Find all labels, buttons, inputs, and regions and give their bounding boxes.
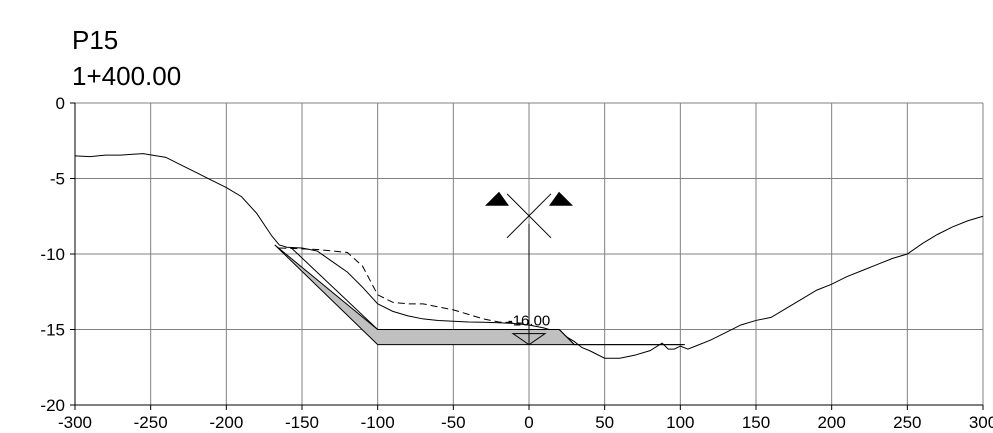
x-tick-label-4: -100 xyxy=(361,413,395,432)
y-tick-label-3: -15 xyxy=(40,321,65,340)
series-line-1 xyxy=(279,247,530,324)
x-tick-label-5: -50 xyxy=(441,413,466,432)
x-tick-label-7: 50 xyxy=(595,413,614,432)
x-tick-label-1: -250 xyxy=(134,413,168,432)
x-tick-label-12: 300 xyxy=(969,413,993,432)
x-tick-label-3: -150 xyxy=(285,413,319,432)
y-tick-label-4: -20 xyxy=(40,396,65,415)
x-tick-label-2: -200 xyxy=(209,413,243,432)
x-tick-label-11: 250 xyxy=(893,413,921,432)
x-tick-label-6: 0 xyxy=(524,413,533,432)
y-tick-label-2: -10 xyxy=(40,245,65,264)
flag-right-icon xyxy=(549,191,573,206)
annotation-0: -16.00 xyxy=(508,312,551,329)
chart-subtitle: 1+400.00 xyxy=(72,61,182,91)
x-tick-label-0: -300 xyxy=(58,413,92,432)
x-tick-label-10: 200 xyxy=(817,413,845,432)
series-line-3 xyxy=(291,247,685,346)
flag-pole-right xyxy=(506,193,552,239)
chart-title: P15 xyxy=(72,25,119,55)
y-tick-label-1: -5 xyxy=(50,170,65,189)
flag-left-icon xyxy=(485,191,509,206)
x-tick-label-8: 100 xyxy=(666,413,694,432)
y-tick-label-0: 0 xyxy=(56,94,65,113)
level-marker-icon xyxy=(511,333,547,346)
x-tick-label-9: 150 xyxy=(742,413,770,432)
